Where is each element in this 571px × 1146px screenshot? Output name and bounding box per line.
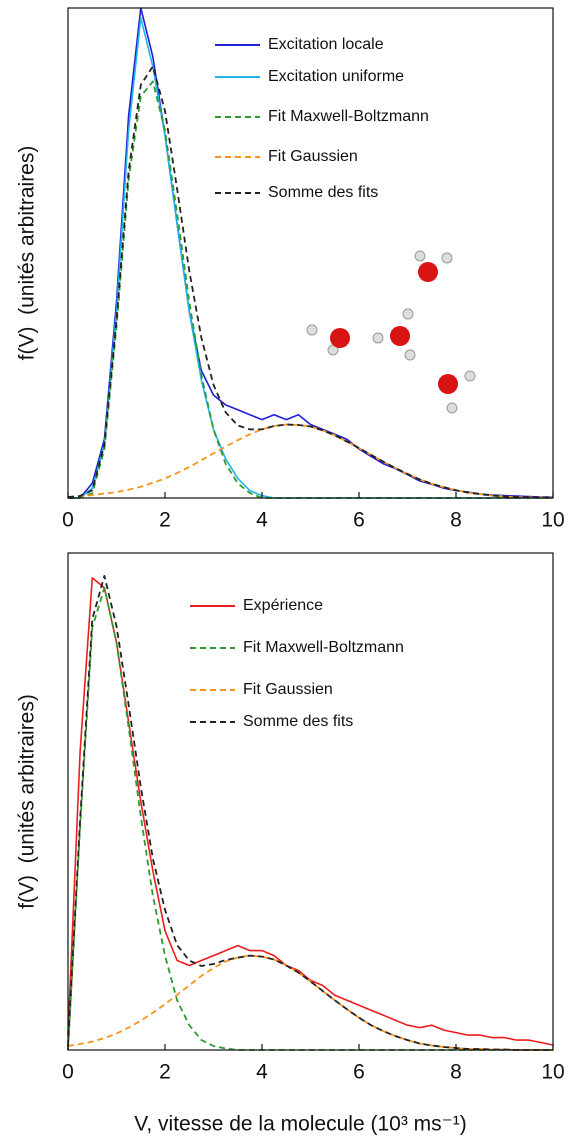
y-axis-label: f(V) (unités arbitraires) xyxy=(16,146,39,361)
legend-label: Fit Gaussien xyxy=(268,148,358,165)
x-tick-label: 0 xyxy=(62,509,74,532)
y-axis-label: f(V) (unités arbitraires) xyxy=(16,694,39,909)
molecule xyxy=(414,250,453,282)
plot-frame xyxy=(67,7,554,499)
x-tick-label: 10 xyxy=(541,509,564,532)
molecule xyxy=(372,308,416,361)
x-tick-label: 4 xyxy=(256,1061,268,1084)
x-tick-label: 6 xyxy=(353,1061,365,1084)
x-tick-label: 2 xyxy=(159,1061,171,1084)
x-tick-label: 0 xyxy=(62,1061,74,1084)
x-tick-label: 4 xyxy=(256,509,268,532)
data-line xyxy=(67,575,553,1051)
x-tick-label: 8 xyxy=(450,1061,462,1084)
legend-label: Expérience xyxy=(243,597,323,614)
legend-label: Fit Maxwell-Boltzmann xyxy=(243,639,404,656)
x-axis-label: V, vitesse de la molecule (10³ ms⁻¹) xyxy=(134,1113,466,1136)
x-tick-label: 10 xyxy=(541,1061,564,1084)
molecules xyxy=(306,250,476,414)
plot-frame xyxy=(67,552,554,1051)
data-line xyxy=(67,954,553,1051)
legend-label: Somme des fits xyxy=(268,184,378,201)
molecule xyxy=(438,370,476,414)
legend-label: Somme des fits xyxy=(243,713,353,730)
x-tick-label: 2 xyxy=(159,509,171,532)
legend-label: Fit Gaussien xyxy=(243,681,333,698)
legend-label: Excitation uniforme xyxy=(268,68,404,85)
data-line xyxy=(67,423,553,499)
legend-label: Excitation locale xyxy=(268,36,384,53)
x-tick-label: 8 xyxy=(450,509,462,532)
data-line xyxy=(68,80,553,499)
molecule xyxy=(306,324,350,356)
legend-label: Fit Maxwell-Boltzmann xyxy=(268,108,429,125)
data-line xyxy=(67,65,553,499)
x-tick-label: 6 xyxy=(353,509,365,532)
